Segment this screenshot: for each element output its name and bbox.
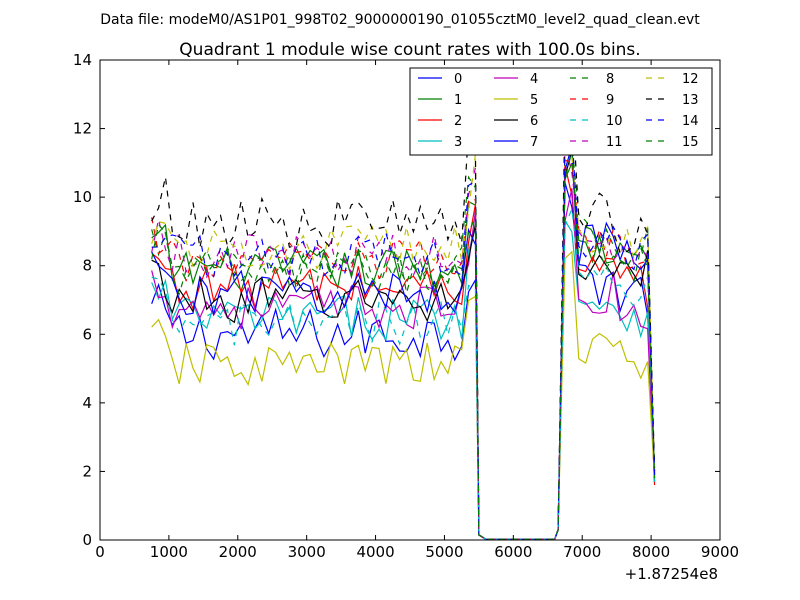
x-tick-label: 4000 <box>356 543 394 561</box>
plot-area-frame <box>99 59 721 541</box>
x-tick-label: 8000 <box>632 543 670 561</box>
legend-label-8: 8 <box>606 72 614 87</box>
y-tick-label: 0 <box>82 531 92 549</box>
legend-label-0: 0 <box>454 72 462 87</box>
legend-label-4: 4 <box>530 72 538 87</box>
y-tick-label: 2 <box>82 462 92 480</box>
x-axis-offset-label: +1.87254e8 <box>625 565 718 583</box>
x-tick-label: 1000 <box>150 543 188 561</box>
series-line-1 <box>151 162 656 540</box>
legend-label-2: 2 <box>454 114 462 129</box>
legend-label-10: 10 <box>606 114 623 129</box>
y-tick-label: 12 <box>73 120 92 138</box>
y-tick-label: 8 <box>82 257 92 275</box>
legend-label-12: 12 <box>682 72 699 87</box>
y-tick-label: 6 <box>82 325 92 343</box>
legend-label-3: 3 <box>454 135 462 150</box>
series-line-10 <box>151 208 656 540</box>
y-tick-label: 10 <box>73 188 92 206</box>
x-axis: 0 1000 2000 3000 4000 5000 6000 7000 8000 9000 <box>95 60 739 561</box>
y-tick-label: 4 <box>82 394 92 412</box>
x-tick-label: 3000 <box>288 543 326 561</box>
x-tick-label: 5000 <box>425 543 463 561</box>
legend-label-9: 9 <box>606 93 614 108</box>
legend-label-6: 6 <box>530 114 538 129</box>
chart-title: Quadrant 1 module wise count rates with … <box>179 40 640 60</box>
legend-label-7: 7 <box>530 135 538 150</box>
legend-label-5: 5 <box>530 93 538 108</box>
figure-suptitle: Data file: modeM0/AS1P01_998T02_90000001… <box>100 12 700 28</box>
x-tick-label: 6000 <box>494 543 532 561</box>
series-line-14 <box>151 131 656 540</box>
x-tick-label: 7000 <box>563 543 601 561</box>
x-tick-label: 0 <box>95 543 105 561</box>
series-line-5 <box>151 250 656 540</box>
legend-label-1: 1 <box>454 93 462 108</box>
legend-label-11: 11 <box>606 135 623 150</box>
legend-label-13: 13 <box>682 93 699 108</box>
x-tick-label: 2000 <box>219 543 257 561</box>
y-tick-label: 14 <box>73 51 92 69</box>
legend-label-15: 15 <box>682 135 699 150</box>
series-line-15 <box>151 151 656 540</box>
legend-label-14: 14 <box>682 114 699 129</box>
x-tick-label: 9000 <box>701 543 739 561</box>
